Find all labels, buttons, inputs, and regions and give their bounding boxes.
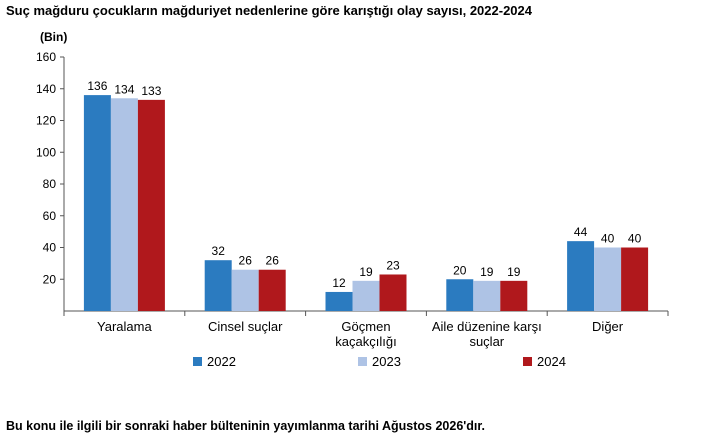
x-tick-label: Cinsel suçlar (208, 319, 283, 334)
data-label: 134 (114, 82, 134, 96)
y-axis-unit-label: (Bin) (40, 30, 67, 44)
bar-2022-0 (83, 95, 111, 311)
data-label: 40 (628, 232, 642, 246)
bar-2023-3 (473, 280, 501, 311)
y-tick-label: 100 (36, 145, 56, 159)
bar-2022-2 (325, 291, 353, 311)
data-label: 133 (141, 84, 161, 98)
legend-label-2024: 2024 (537, 354, 566, 369)
bar-2024-0 (137, 99, 165, 311)
y-tick-label: 40 (43, 241, 57, 255)
bar-2023-0 (110, 98, 138, 312)
y-tick-label: 60 (43, 209, 57, 223)
bar-2024-2 (379, 274, 407, 311)
data-label: 19 (359, 265, 373, 279)
data-label: 19 (480, 265, 494, 279)
x-tick-label: Aile düzenine karşı (432, 319, 542, 334)
bar-2024-4 (621, 247, 649, 311)
x-tick-label: suçlar (469, 334, 504, 349)
legend-swatch-2023 (358, 357, 367, 366)
y-tick-label: 80 (43, 177, 57, 191)
x-tick-label: Yaralama (97, 319, 152, 334)
data-label: 26 (239, 254, 253, 268)
y-tick-label: 120 (36, 114, 56, 128)
bar-2022-1 (204, 260, 232, 311)
data-label: 19 (507, 265, 521, 279)
x-tick-label: Göçmen (341, 319, 390, 334)
legend-swatch-2022 (193, 357, 202, 366)
data-label: 32 (212, 244, 226, 258)
data-label: 26 (266, 254, 280, 268)
footer-note: Bu konu ile ilgili bir sonraki haber bül… (6, 419, 486, 433)
x-tick-label: kaçakçılığı (335, 334, 396, 349)
y-tick-label: 140 (36, 82, 56, 96)
legend-label-2023: 2023 (372, 354, 401, 369)
bar-2023-1 (231, 269, 259, 311)
bar-2024-1 (258, 269, 286, 311)
bar-2022-4 (567, 241, 595, 311)
data-label: 12 (332, 276, 346, 290)
legend-swatch-2024 (523, 357, 532, 366)
bar-2022-3 (446, 279, 474, 311)
y-tick-label: 20 (43, 272, 57, 286)
bar-2024-3 (500, 280, 528, 311)
page-title: Suç mağduru çocukların mağduriyet nedenl… (6, 3, 532, 18)
data-label: 44 (574, 225, 588, 239)
bar-2023-2 (352, 280, 380, 311)
data-label: 23 (386, 258, 400, 272)
bar-2023-4 (594, 247, 622, 311)
legend-label-2022: 2022 (207, 354, 236, 369)
data-label: 20 (453, 263, 467, 277)
data-label: 40 (601, 232, 615, 246)
data-label: 136 (87, 79, 107, 93)
y-tick-label: 160 (36, 50, 56, 64)
x-tick-label: Diğer (592, 319, 624, 334)
